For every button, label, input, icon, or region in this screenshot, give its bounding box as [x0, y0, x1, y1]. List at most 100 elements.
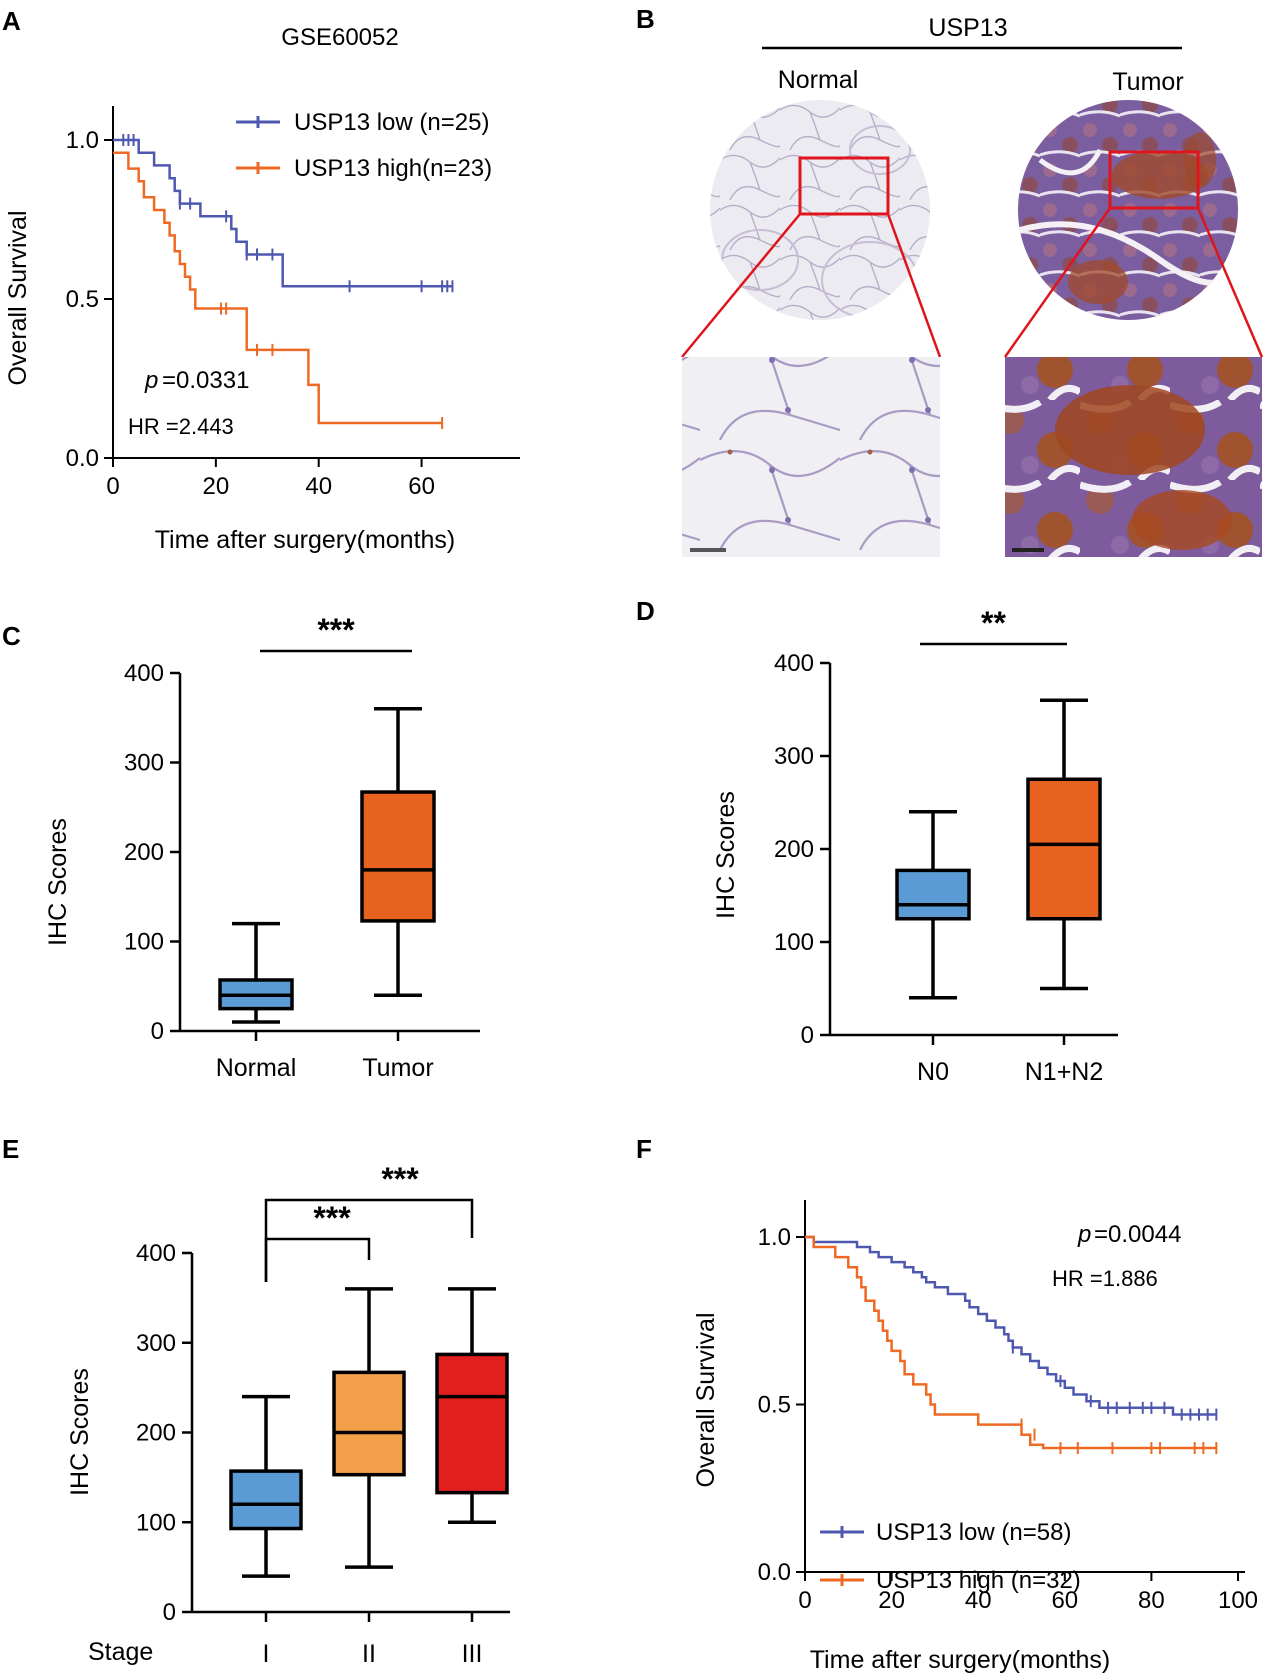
y-tick-label: 200	[124, 839, 164, 866]
km-axes: 0 20 40 60 0.0 0.5 1.0	[66, 106, 520, 500]
normal-tissue-core	[710, 100, 930, 320]
km-curve-series-1	[805, 1235, 1217, 1450]
y-tick-label: 0.5	[758, 1392, 791, 1419]
tumor-stain-region-2	[1132, 490, 1232, 550]
x-tick-label: N1+N2	[1025, 1058, 1104, 1086]
significance-stars: ***	[313, 1200, 351, 1236]
box-iqr	[1026, 777, 1102, 921]
panel-f: F 0 20 40 60 80 100 0.0 0.5 1.0 p =0.0044 HR =1.…	[636, 1134, 1258, 1674]
x-tick-label: 40	[965, 1587, 992, 1614]
y-tick-label: 200	[774, 836, 814, 863]
x-tick-label: 0	[798, 1587, 811, 1614]
panel-letter-f: F	[636, 1134, 652, 1164]
x-tick-label: III	[462, 1640, 483, 1668]
y-tick-label: 1.0	[66, 127, 99, 154]
panel-letter-e: E	[2, 1134, 19, 1164]
significance-bracket	[264, 1237, 371, 1282]
y-tick-label: 300	[136, 1330, 176, 1357]
box-plot: 0 100 200 300 400 N0 N1+N2 **	[774, 605, 1118, 1086]
significance-stars: ***	[381, 1161, 419, 1197]
tumor-label: Tumor	[1112, 68, 1183, 96]
tumor-zoom-line-left	[1003, 207, 1112, 358]
legend-label-high: USP13 high (n=32)	[876, 1567, 1081, 1594]
significance-stars: ***	[317, 612, 355, 648]
normal-tissue-magnified	[682, 357, 940, 557]
y-tick-label: 400	[774, 650, 814, 677]
y-tick-label: 0.5	[66, 286, 99, 313]
p-value: =0.0044	[1094, 1221, 1181, 1248]
x-tick-label: Tumor	[362, 1054, 433, 1082]
km-curve-series-0	[805, 1235, 1217, 1416]
x-tick-label: II	[362, 1640, 376, 1668]
normal-zoom-frame	[798, 156, 890, 216]
panel-letter-b: B	[636, 4, 655, 34]
tumor-zoom-line-right	[1196, 207, 1264, 358]
ihc-title: USP13	[928, 14, 1007, 42]
p-label: p	[1077, 1221, 1091, 1248]
x-tick-label: 20	[878, 1587, 905, 1614]
y-axis-title: IHC Scores	[66, 1368, 94, 1496]
box-iqr	[332, 1370, 406, 1477]
significance-bracket	[264, 1198, 474, 1282]
y-tick-label: 1.0	[758, 1224, 791, 1251]
y-tick-label: 0	[163, 1599, 176, 1626]
hazard-ratio: HR =2.443	[128, 414, 234, 439]
tumor-scale-bar	[1012, 548, 1044, 552]
box-iqr	[895, 868, 971, 921]
tumor-zoom-frame	[1108, 150, 1200, 210]
p-label: p	[144, 367, 158, 394]
normal-zoom-line-left	[681, 213, 801, 358]
box-plot: 0 100 200 300 400 Normal Tumor ***	[124, 612, 480, 1082]
x-tick-label: 60	[1051, 1587, 1078, 1614]
panel-letter-c: C	[2, 621, 21, 651]
y-tick-label: 100	[124, 929, 164, 956]
p-value: =0.0331	[162, 367, 249, 394]
x-tick-label: 100	[1218, 1587, 1258, 1614]
hazard-ratio: HR =1.886	[1052, 1266, 1158, 1291]
km-series	[805, 1235, 1218, 1455]
x-tick-label: 0	[106, 473, 119, 500]
y-tick-label: 0.0	[66, 445, 99, 472]
y-tick-label: 200	[136, 1420, 176, 1447]
x-tick-label: 60	[408, 473, 435, 500]
x-tick-label: Normal	[216, 1054, 297, 1082]
normal-scale-bar	[690, 548, 726, 552]
panel-letter-d: D	[636, 596, 655, 626]
box-iqr	[435, 1352, 509, 1495]
y-tick-label: 0	[801, 1022, 814, 1049]
tumor-core-texture	[1019, 132, 1238, 304]
y-tick-label: 0	[151, 1018, 164, 1045]
y-axis-title: Overall Survival	[4, 210, 32, 385]
chart-title: GSE60052	[281, 24, 398, 51]
y-tick-label: 400	[124, 660, 164, 687]
y-tick-label: 100	[136, 1509, 176, 1536]
panel-b: B USP13 Normal Tumor	[636, 4, 1264, 557]
y-axis-title: IHC Scores	[44, 818, 72, 946]
y-tick-label: 300	[774, 743, 814, 770]
x-axis-title: Time after surgery(months)	[155, 526, 456, 554]
x-tick-label: 20	[203, 473, 230, 500]
tumor-tissue-core	[1018, 100, 1238, 320]
tumor-stain-region	[1055, 385, 1205, 475]
normal-label: Normal	[778, 66, 859, 94]
km-series	[113, 134, 454, 430]
significance-stars: **	[981, 605, 1006, 641]
x-tick-label: 80	[1138, 1587, 1165, 1614]
x-tick-label: I	[263, 1640, 270, 1668]
y-tick-label: 100	[774, 929, 814, 956]
box-iqr	[229, 1469, 303, 1531]
panel-a: A GSE60052 0 20 40 60 0.0 0.5 1.0 USP13 low (n…	[2, 6, 520, 554]
panel-d: D 0 100 200 300 400 N0 N1+N2 ** IHC Scores	[636, 596, 1118, 1086]
normal-zoom-line-right	[886, 213, 942, 358]
panel-letter-a: A	[2, 6, 21, 36]
legend-label-high: USP13 high(n=23)	[294, 155, 492, 182]
x-axis-title: Stage	[88, 1638, 153, 1666]
box-iqr	[360, 790, 436, 923]
legend: USP13 low (n=58) USP13 high (n=32)	[820, 1519, 1081, 1594]
x-axis-title: Time after surgery(months)	[810, 1646, 1111, 1674]
y-axis-title: Overall Survival	[692, 1312, 720, 1487]
km-axes: 0 20 40 60 80 100 0.0 0.5 1.0	[758, 1200, 1258, 1614]
